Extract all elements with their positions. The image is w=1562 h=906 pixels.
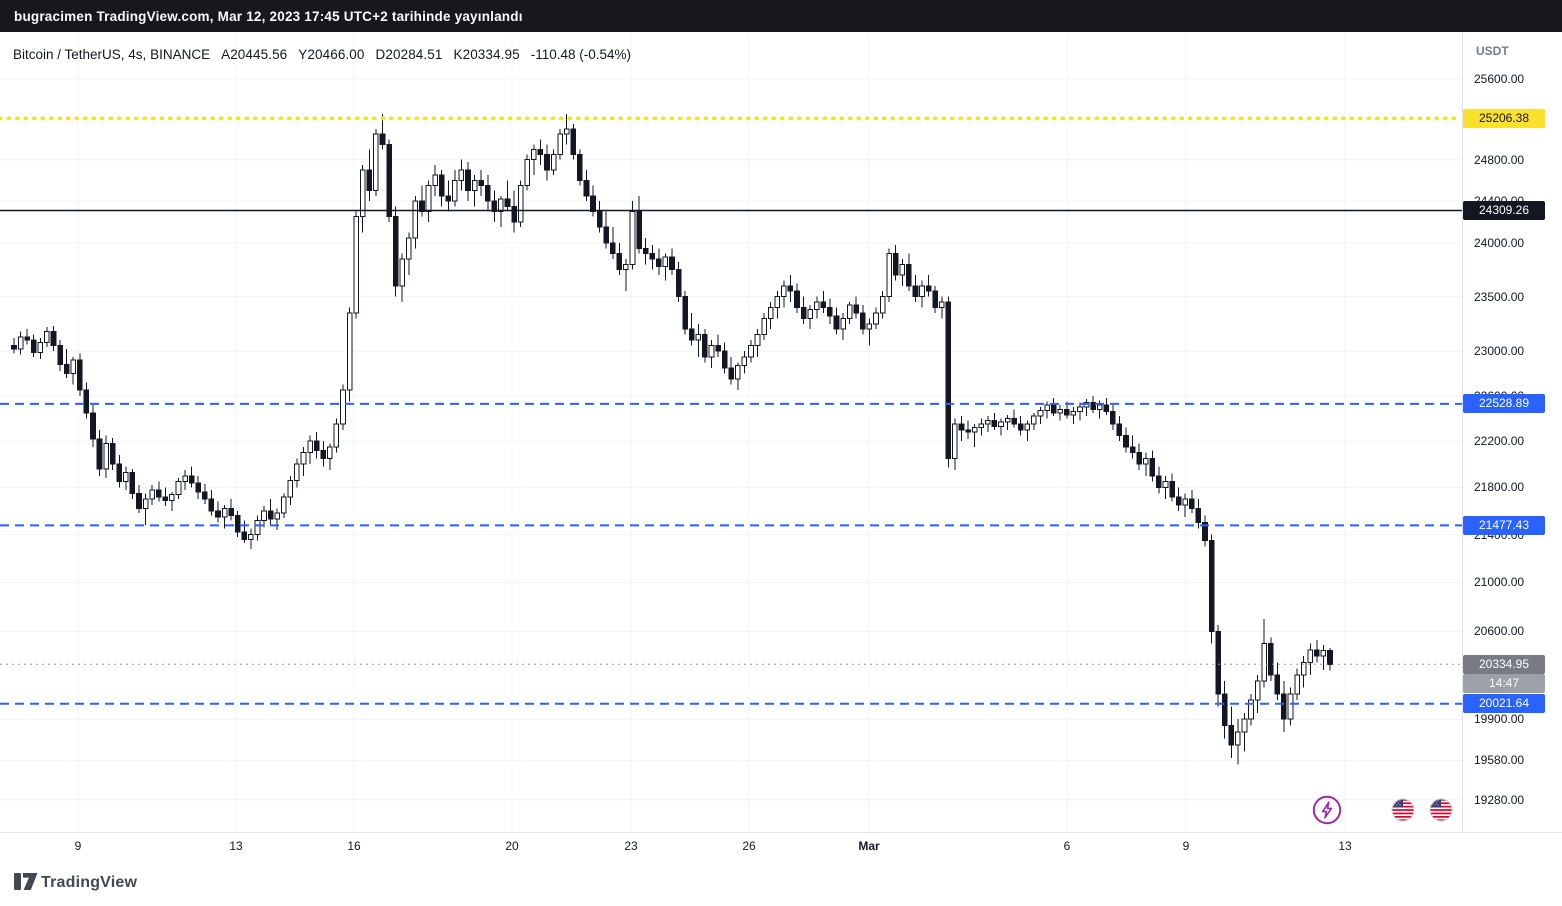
ohlc-open: A20445.56 [221,47,287,62]
lightning-icon[interactable] [1310,793,1344,827]
low-label: D [375,47,386,62]
symbol-title[interactable]: Bitcoin / TetherUS, 4s, BINANCE [13,47,211,62]
low-value: 20284.51 [385,47,443,62]
level-lines [0,116,1464,705]
tradingview-brand[interactable]: TradingView [41,874,138,891]
us-flag-icon[interactable] [1429,798,1453,822]
publish-banner-text: bugracimen TradingView.com, Mar 12, 2023… [14,8,523,24]
price-axis-currency: USDT [1476,44,1509,58]
open-value: 20445.56 [230,47,288,62]
close-label: K [453,47,463,62]
candlesticks[interactable] [11,113,1333,765]
grid-layer [0,33,1462,832]
chart-legend: Bitcoin / TetherUS, 4s, BINANCE A20445.5… [13,47,631,62]
high-label: Y [298,47,308,62]
ohlc-high: Y20466.00 [298,47,364,62]
high-value: 20466.00 [307,47,365,62]
ohlc-low: D20284.51 [376,47,443,62]
tradingview-logo-icon[interactable] [14,873,38,891]
change-value: -110.48 (-0.54%) [530,47,632,62]
close-value: 20334.95 [462,47,520,62]
ohlc-close: K20334.95 [453,47,519,62]
publish-banner: bugracimen TradingView.com, Mar 12, 2023… [0,0,1562,32]
open-label: A [221,47,231,62]
us-flag-icon[interactable] [1391,798,1415,822]
